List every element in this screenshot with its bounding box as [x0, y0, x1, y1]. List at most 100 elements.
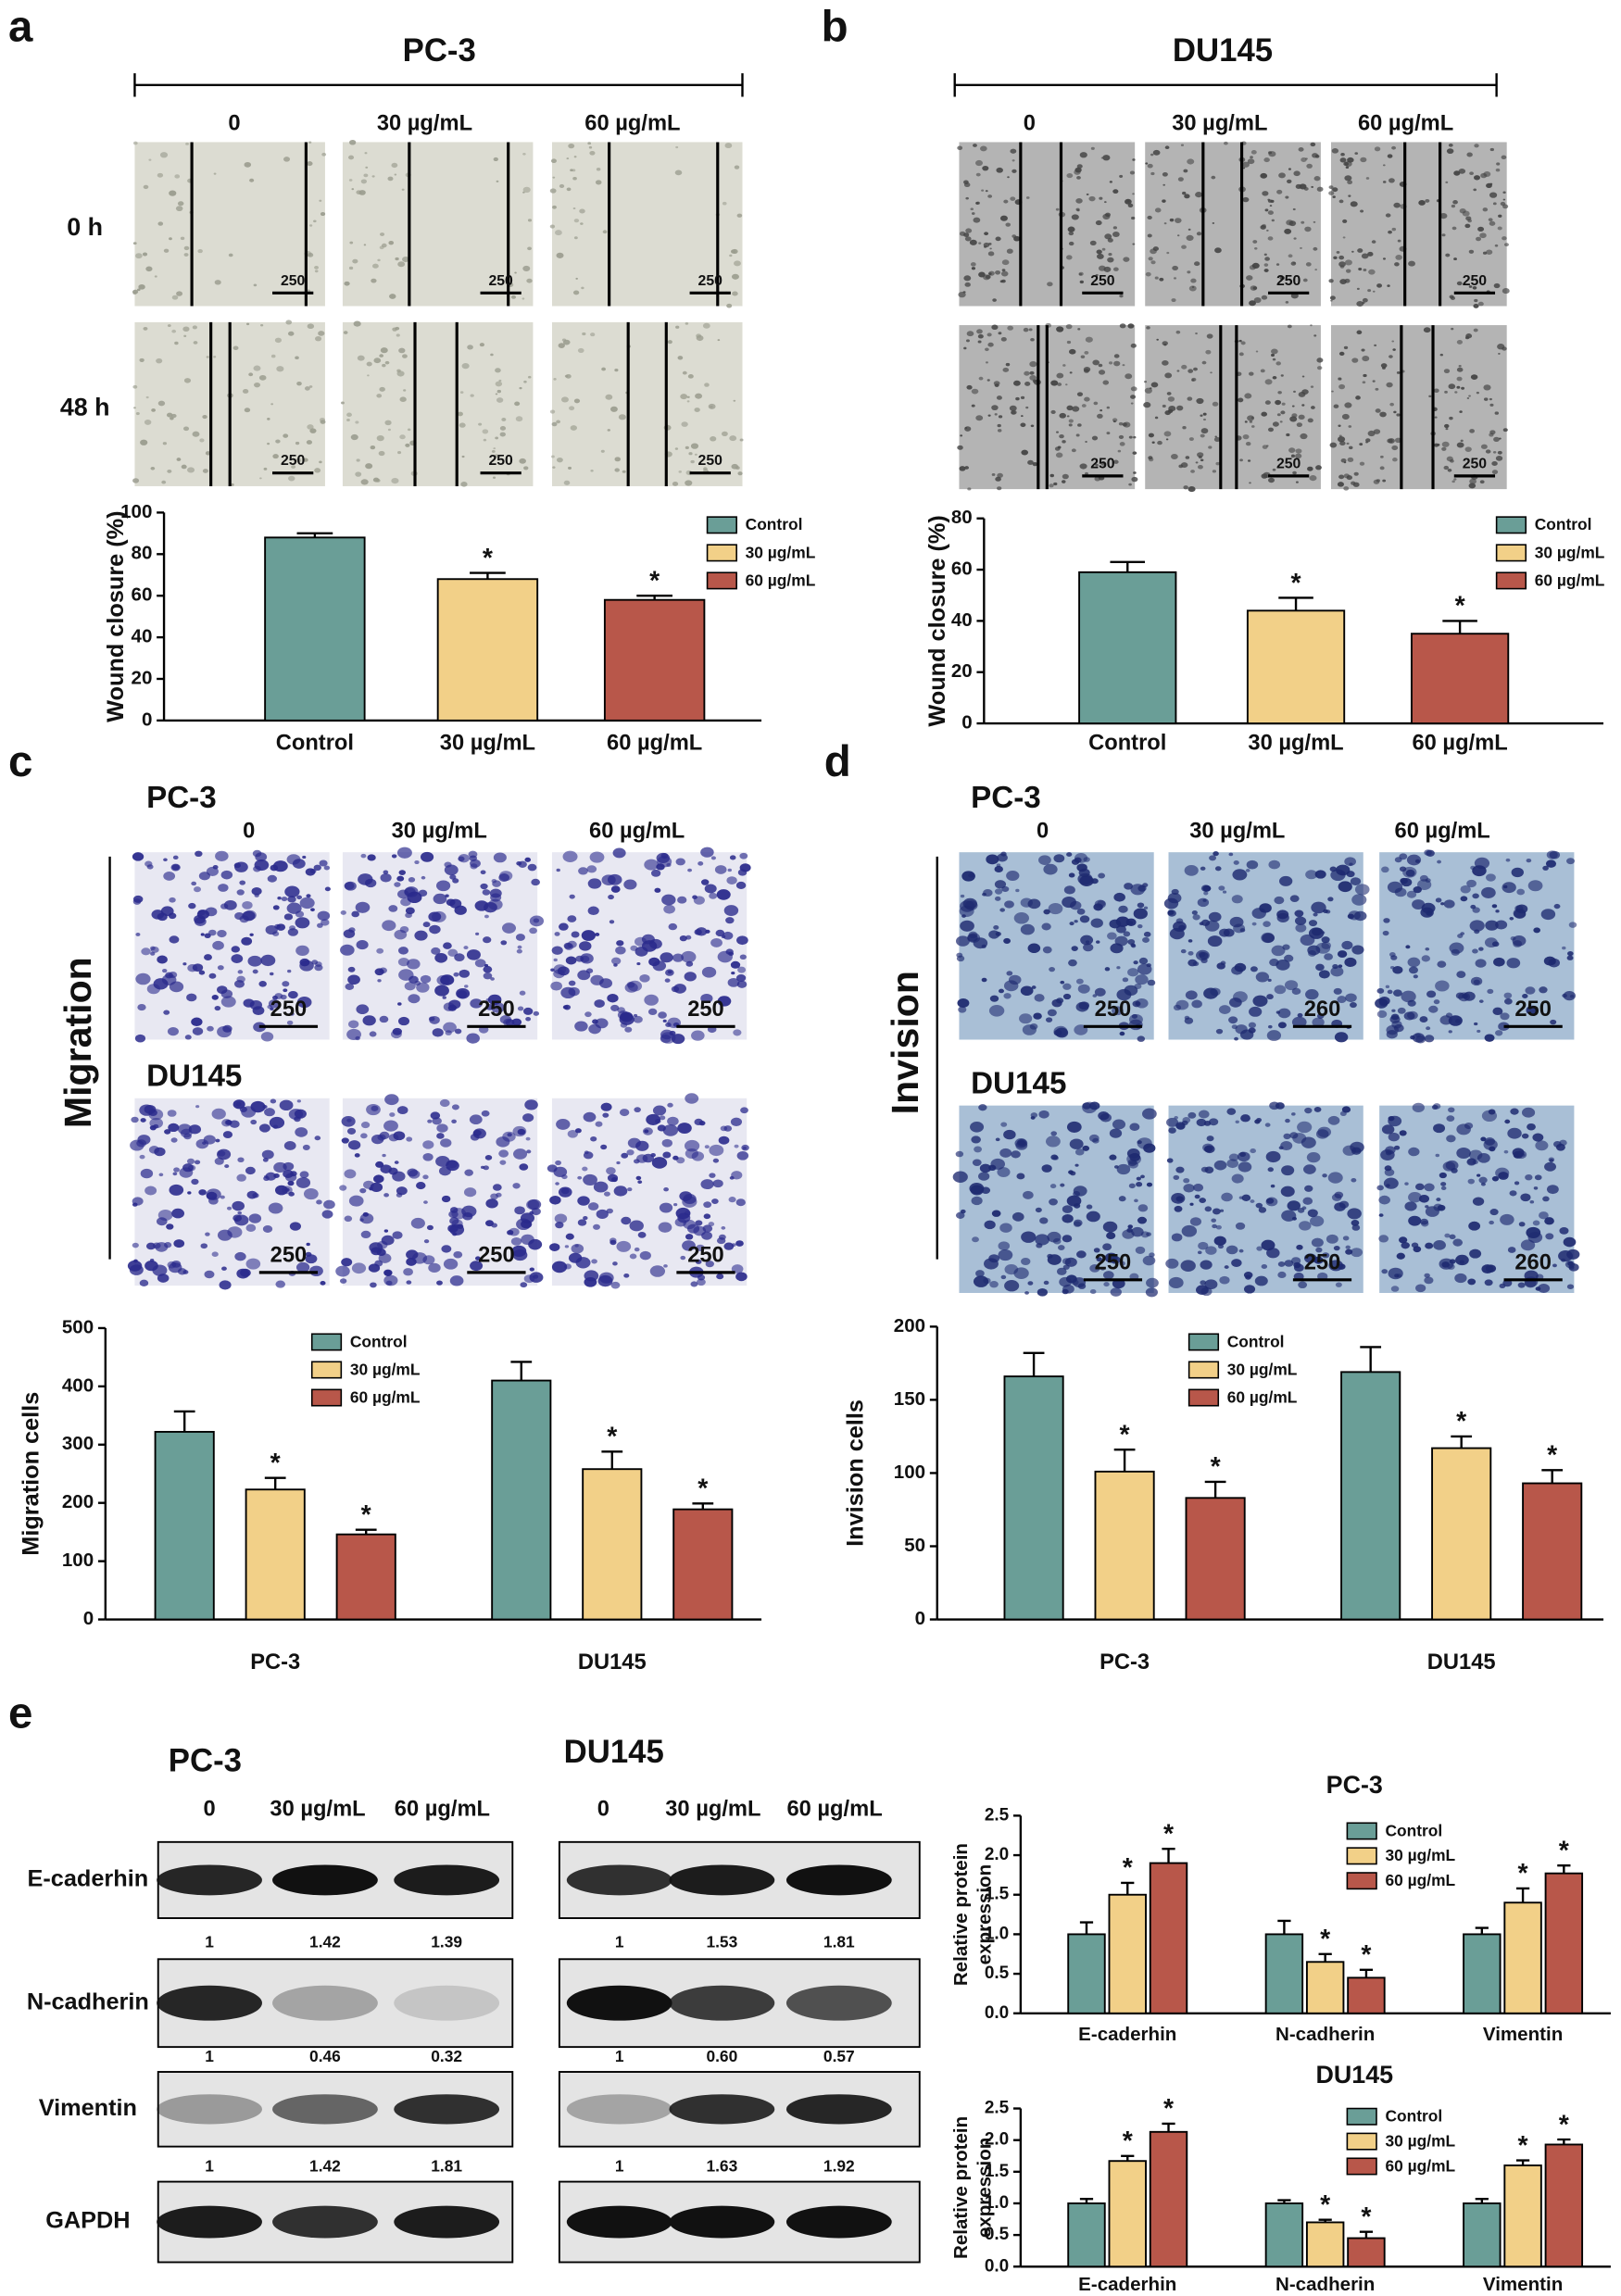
cell [391, 162, 398, 169]
cell [517, 1006, 524, 1011]
cell [1048, 903, 1063, 915]
cell [588, 1023, 601, 1035]
cell [345, 983, 355, 990]
cell [1491, 904, 1498, 909]
cell [982, 165, 989, 171]
cell [704, 884, 717, 894]
cell [220, 996, 236, 1008]
cell [1312, 1017, 1325, 1027]
cell [1268, 151, 1276, 157]
cell [1235, 1120, 1239, 1123]
band [566, 1864, 672, 1896]
cell [988, 930, 1000, 939]
cell [1482, 207, 1489, 212]
cell [1133, 960, 1138, 965]
cell [1131, 1226, 1144, 1237]
cell [467, 345, 473, 350]
cell [1331, 390, 1334, 393]
cell [212, 864, 219, 870]
cell [501, 922, 517, 934]
cell [1479, 480, 1485, 484]
cell [387, 176, 394, 182]
cell [1272, 358, 1276, 361]
cell [1412, 1033, 1426, 1043]
cell [659, 1115, 666, 1121]
cell [299, 958, 310, 967]
cell [728, 1197, 736, 1203]
column-label: 30 µg/mL [1172, 112, 1267, 136]
cell [1334, 1032, 1349, 1043]
cell [650, 1153, 656, 1158]
cell [158, 1173, 164, 1177]
cell [351, 1262, 367, 1274]
cell [971, 267, 976, 270]
cell [672, 953, 685, 962]
cell [1263, 263, 1269, 267]
cell [1180, 1260, 1196, 1272]
cell [1315, 1247, 1323, 1253]
cell [169, 237, 172, 241]
cell [1068, 231, 1074, 236]
cell [346, 412, 352, 418]
error-bar [1515, 2159, 1530, 2166]
cell [1381, 1124, 1395, 1135]
cell [1298, 1281, 1308, 1289]
cell [207, 1025, 214, 1032]
cell [1176, 234, 1180, 237]
error-bar [1318, 1952, 1332, 1963]
cell [522, 191, 525, 194]
cell [1456, 281, 1463, 286]
cell [381, 243, 387, 248]
cell [1489, 403, 1494, 407]
cell [1156, 338, 1159, 341]
cell [1300, 433, 1308, 440]
cell [1304, 1185, 1313, 1192]
panel-label: c [8, 737, 32, 786]
cell [1080, 355, 1086, 358]
cell [1441, 441, 1450, 447]
cell [1487, 988, 1494, 995]
cell [612, 847, 626, 859]
cell [662, 1124, 679, 1136]
cell [1479, 232, 1487, 239]
cell [206, 1188, 221, 1200]
cell [1456, 340, 1464, 345]
cell [344, 1169, 357, 1179]
cell [1339, 157, 1347, 163]
cell [1211, 175, 1216, 180]
cell [1137, 923, 1143, 929]
cell [1342, 236, 1346, 239]
cell [1197, 452, 1204, 458]
error-bar [1110, 560, 1146, 572]
cell [1435, 897, 1442, 903]
cell [561, 1174, 568, 1180]
cell [519, 458, 526, 464]
cell [1285, 195, 1289, 199]
cell [366, 361, 372, 367]
cell [616, 1240, 632, 1252]
cell [1069, 348, 1076, 355]
cell [1465, 333, 1473, 339]
bar [1149, 1862, 1188, 2014]
cell [511, 1018, 522, 1026]
cell [519, 990, 526, 996]
cell [1539, 1211, 1549, 1220]
cell [1401, 990, 1416, 1003]
cell [1237, 1151, 1250, 1162]
cell [496, 180, 499, 182]
significance: * [1518, 1859, 1529, 1888]
scale-label: 250 [1276, 273, 1301, 289]
cell [363, 173, 369, 178]
cell [349, 241, 354, 245]
cell [286, 1020, 294, 1025]
cell [1219, 1209, 1225, 1212]
cell [484, 963, 489, 968]
cell [1486, 873, 1496, 882]
cell [565, 956, 577, 965]
error-bar [1451, 1435, 1473, 1449]
cell [735, 1240, 744, 1247]
cell [1082, 1145, 1090, 1151]
cell [394, 173, 397, 176]
cell [1277, 1271, 1287, 1279]
cell [1484, 1034, 1495, 1042]
